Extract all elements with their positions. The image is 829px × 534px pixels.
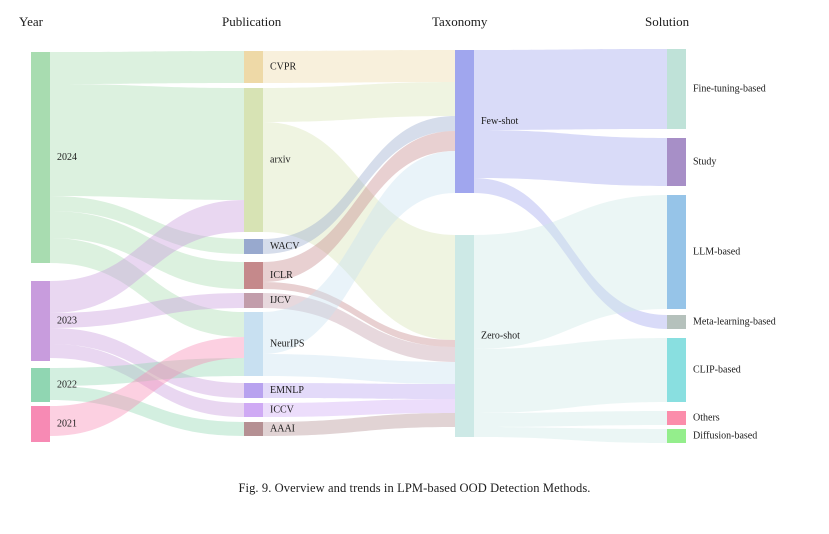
link-2024-to-wacv (50, 196, 244, 254)
link-neurips-to-few-shot (263, 151, 455, 354)
node-2024 (31, 52, 50, 263)
link-2024-to-neurips (50, 238, 244, 337)
node-label-2021: 2021 (57, 418, 77, 429)
link-neurips-to-zero-shot (263, 354, 455, 384)
link-2021-to-neurips (50, 337, 244, 436)
node-label-neurips: NeurIPS (270, 338, 304, 349)
column-header-taxonomy: Taxonomy (432, 14, 488, 29)
node-fine-tuning-based (667, 49, 686, 129)
node-label-others: Others (693, 412, 720, 423)
node-clip-based (667, 338, 686, 402)
node-iclr (244, 262, 263, 289)
link-2022-to-aaai (50, 386, 244, 436)
node-label-2022: 2022 (57, 379, 77, 390)
node-label-clip-based: CLIP-based (693, 364, 741, 375)
node-label-zero-shot: Zero-shot (481, 330, 520, 341)
node-llm-based (667, 195, 686, 309)
node-diffusion-based (667, 429, 686, 443)
node-label-cvpr: CVPR (270, 61, 296, 72)
node-label-ijcv: IJCV (270, 295, 292, 306)
node-others (667, 411, 686, 425)
link-2023-to-iccv (50, 344, 244, 417)
node-zero-shot (455, 235, 474, 437)
link-aaai-to-zero-shot (263, 413, 455, 436)
node-label-arxiv: arxiv (270, 154, 291, 165)
node-ijcv (244, 293, 263, 308)
node-label-iclr: ICLR (270, 270, 293, 281)
node-label-llm-based: LLM-based (693, 246, 740, 257)
node-label-2024: 2024 (57, 152, 77, 163)
link-2022-to-neurips (50, 358, 244, 386)
node-few-shot (455, 50, 474, 193)
node-label-diffusion-based: Diffusion-based (693, 430, 757, 441)
link-2023-to-arxiv (50, 200, 244, 313)
link-arxiv-to-zero-shot (263, 122, 455, 340)
link-iclr-to-zero-shot (263, 282, 455, 347)
node-study (667, 138, 686, 186)
node-label-aaai: AAAI (270, 423, 295, 434)
link-2024-to-arxiv (50, 84, 244, 200)
link-cvpr-to-few-shot (263, 50, 455, 83)
link-ijcv-to-zero-shot (263, 293, 455, 362)
link-iccv-to-zero-shot (263, 399, 455, 417)
link-2023-to-emnlp (50, 328, 244, 398)
link-zero-shot-to-diffusion-based (474, 427, 667, 443)
link-arxiv-to-few-shot (263, 82, 455, 122)
figure-caption: Fig. 9. Overview and trends in LPM-based… (238, 481, 591, 495)
node-arxiv (244, 88, 263, 232)
column-header-year: Year (19, 14, 44, 29)
node-aaai (244, 422, 263, 436)
link-few-shot-to-meta-learning-based (474, 178, 667, 329)
node-label-iccv: ICCV (270, 404, 295, 415)
link-zero-shot-to-others (474, 411, 667, 427)
link-zero-shot-to-llm-based (474, 195, 667, 349)
node-label-2023: 2023 (57, 315, 77, 326)
node-emnlp (244, 383, 263, 398)
node-label-emnlp: EMNLP (270, 385, 304, 396)
link-few-shot-to-fine-tuning-based (474, 49, 667, 130)
node-iccv (244, 403, 263, 417)
link-2024-to-iclr (50, 211, 244, 289)
column-header-solution: Solution (645, 14, 690, 29)
link-zero-shot-to-clip-based (474, 338, 667, 413)
link-emnlp-to-zero-shot (263, 383, 455, 399)
node-neurips (244, 312, 263, 376)
node-meta-learning-based (667, 315, 686, 329)
node-cvpr (244, 51, 263, 83)
node-2021 (31, 406, 50, 442)
link-few-shot-to-study (474, 130, 667, 186)
link-iclr-to-few-shot (263, 131, 455, 282)
node-label-study: Study (693, 156, 716, 167)
node-2022 (31, 368, 50, 402)
node-wacv (244, 239, 263, 254)
node-label-meta-learning-based: Meta-learning-based (693, 316, 776, 327)
node-label-wacv: WACV (270, 241, 300, 252)
node-label-few-shot: Few-shot (481, 116, 518, 127)
column-header-publication: Publication (222, 14, 282, 29)
link-wacv-to-few-shot (263, 116, 455, 254)
link-2023-to-ijcv (50, 293, 244, 328)
node-2023 (31, 281, 50, 361)
link-2024-to-cvpr (50, 51, 244, 84)
node-label-fine-tuning-based: Fine-tuning-based (693, 83, 766, 94)
